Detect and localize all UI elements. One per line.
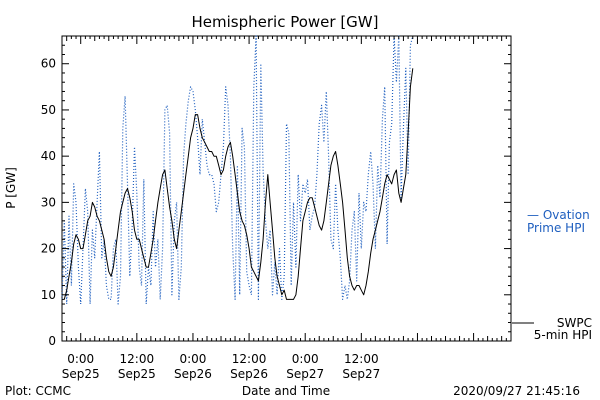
legend-ovation-line2: Prime HPI [527, 221, 585, 235]
y-tick-label: 10 [41, 288, 56, 302]
footer-timestamp: 2020/09/27 21:45:16 [453, 384, 580, 398]
footer-xaxis-label: Date and Time [242, 384, 330, 398]
chart-title: Hemispheric Power [GW] [192, 13, 379, 31]
x-tick-date-label: Sep26 [230, 367, 268, 381]
y-tick-label: 40 [41, 149, 56, 163]
legend: — Ovation Prime HPI SWPC 5-min HPI [512, 208, 592, 342]
y-tick-label: 50 [41, 103, 56, 117]
plot-frame [61, 35, 512, 342]
series-swpc-5min-line [62, 68, 414, 300]
x-tick-time-label: 0:00 [292, 352, 319, 366]
x-tick-time-label: 12:00 [344, 352, 379, 366]
x-tick-date-label: Sep27 [286, 367, 324, 381]
x-tick-date-label: Sep26 [174, 367, 212, 381]
y-tick-label: 20 [41, 242, 56, 256]
y-tick-label: 30 [41, 195, 56, 209]
x-tick-time-label: 12:00 [232, 352, 267, 366]
x-tick-date-label: Sep25 [118, 367, 156, 381]
plot-area [61, 35, 512, 342]
y-tick-label: 0 [48, 334, 56, 348]
series-ovation-prime-line [61, 35, 414, 305]
x-tick-date-label: Sep27 [342, 367, 380, 381]
legend-ovation-line1: — Ovation [527, 208, 590, 222]
x-tick-date-label: Sep25 [62, 367, 100, 381]
y-axis: 0 10 20 30 40 50 60 [41, 35, 511, 348]
series-layer [61, 35, 414, 305]
footer-plot-credit: Plot: CCMC [5, 384, 71, 398]
x-tick-time-label: 12:00 [120, 352, 155, 366]
x-tick-time-label: 0:00 [179, 352, 206, 366]
x-tick-time-label: 0:00 [67, 352, 94, 366]
x-axis: 0:00Sep2512:00Sep250:00Sep2612:00Sep260:… [61, 36, 512, 381]
y-tick-label: 60 [41, 57, 56, 71]
legend-swpc-line1: SWPC [557, 316, 592, 330]
y-axis-label: P [GW] [4, 167, 18, 209]
legend-swpc-line2: 5-min HPI [534, 328, 592, 342]
